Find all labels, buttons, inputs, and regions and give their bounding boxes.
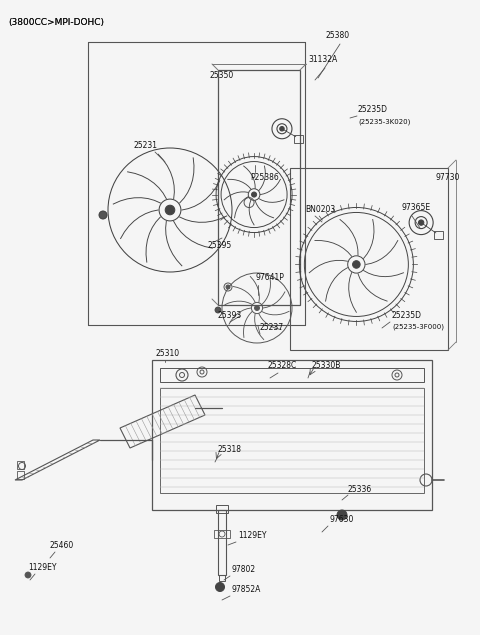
Text: 25393: 25393 <box>218 312 242 321</box>
Circle shape <box>419 220 424 225</box>
Circle shape <box>254 305 260 311</box>
Text: 25235D: 25235D <box>392 312 422 321</box>
Bar <box>17 471 24 479</box>
Bar <box>17 461 24 469</box>
Text: (25235-3F000): (25235-3F000) <box>392 324 444 330</box>
Bar <box>160 388 424 493</box>
Text: 25318: 25318 <box>218 446 242 455</box>
Text: 25237: 25237 <box>260 323 284 333</box>
Bar <box>218 510 226 575</box>
Circle shape <box>252 192 257 197</box>
Bar <box>218 70 300 305</box>
Text: 97852A: 97852A <box>232 585 262 594</box>
Text: 25235D: 25235D <box>358 105 388 114</box>
Text: 97630: 97630 <box>330 516 354 525</box>
Circle shape <box>280 126 284 131</box>
Circle shape <box>353 261 360 268</box>
Text: 97802: 97802 <box>232 566 256 575</box>
Text: (3800CC>MPI-DOHC): (3800CC>MPI-DOHC) <box>8 18 104 27</box>
Text: 25350: 25350 <box>210 72 234 81</box>
Circle shape <box>99 211 107 219</box>
Text: 97641P: 97641P <box>255 274 284 283</box>
Bar <box>290 168 448 350</box>
Circle shape <box>226 285 230 289</box>
Text: 25395: 25395 <box>208 241 232 250</box>
Text: 97365E: 97365E <box>402 203 431 213</box>
Circle shape <box>216 582 225 591</box>
Text: 25460: 25460 <box>50 542 74 551</box>
Text: 25328C: 25328C <box>268 361 297 370</box>
Text: (25235-3K020): (25235-3K020) <box>358 119 410 125</box>
Text: 1129EY: 1129EY <box>28 563 57 573</box>
Text: 1129EY: 1129EY <box>238 531 266 540</box>
Circle shape <box>25 572 31 578</box>
Text: (3800CC>MPI-DOHC): (3800CC>MPI-DOHC) <box>8 18 104 27</box>
Text: 25336: 25336 <box>348 486 372 495</box>
Bar <box>216 505 228 513</box>
Text: 97730: 97730 <box>435 173 459 182</box>
Text: 25380: 25380 <box>326 32 350 41</box>
Circle shape <box>215 307 221 313</box>
Bar <box>214 530 230 538</box>
Text: 25330B: 25330B <box>312 361 341 370</box>
Bar <box>219 575 225 581</box>
Bar <box>152 360 432 510</box>
Bar <box>160 368 424 382</box>
Circle shape <box>165 205 175 215</box>
Text: 25231: 25231 <box>134 140 158 149</box>
Text: 31132A: 31132A <box>308 55 337 65</box>
Text: BN0203: BN0203 <box>305 206 335 215</box>
Text: 25310: 25310 <box>155 349 179 358</box>
Circle shape <box>337 510 347 520</box>
Text: P25386: P25386 <box>250 173 279 182</box>
